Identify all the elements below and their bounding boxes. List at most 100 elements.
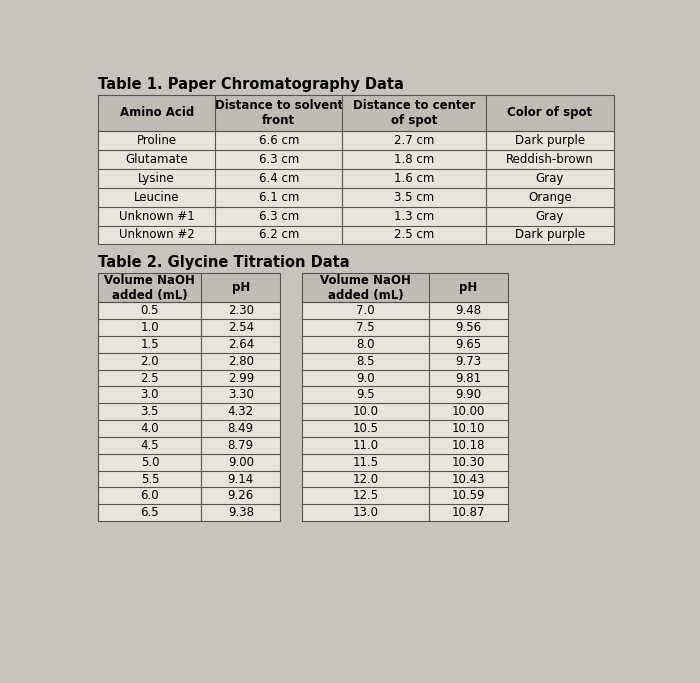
Text: 1.0: 1.0 — [141, 321, 159, 334]
Text: 6.1 cm: 6.1 cm — [258, 191, 299, 204]
FancyBboxPatch shape — [215, 95, 342, 131]
FancyBboxPatch shape — [342, 188, 486, 206]
Text: 9.0: 9.0 — [356, 372, 374, 385]
Text: 2.5: 2.5 — [141, 372, 159, 385]
FancyBboxPatch shape — [302, 319, 429, 336]
FancyBboxPatch shape — [429, 504, 508, 521]
Text: Amino Acid: Amino Acid — [120, 107, 194, 120]
FancyBboxPatch shape — [98, 370, 202, 387]
Text: 9.38: 9.38 — [228, 506, 254, 519]
FancyBboxPatch shape — [215, 169, 342, 188]
Text: 5.5: 5.5 — [141, 473, 159, 486]
Text: 10.18: 10.18 — [452, 439, 485, 452]
FancyBboxPatch shape — [302, 273, 429, 303]
Text: 3.0: 3.0 — [141, 389, 159, 402]
Text: 7.5: 7.5 — [356, 321, 374, 334]
FancyBboxPatch shape — [342, 169, 486, 188]
Text: 6.4 cm: 6.4 cm — [258, 171, 299, 184]
FancyBboxPatch shape — [429, 370, 508, 387]
FancyBboxPatch shape — [98, 303, 202, 319]
FancyBboxPatch shape — [98, 454, 202, 471]
FancyBboxPatch shape — [202, 387, 280, 403]
FancyBboxPatch shape — [342, 95, 486, 131]
Text: Reddish-brown: Reddish-brown — [506, 153, 594, 166]
FancyBboxPatch shape — [98, 169, 215, 188]
FancyBboxPatch shape — [202, 403, 280, 420]
FancyBboxPatch shape — [342, 225, 486, 245]
FancyBboxPatch shape — [202, 336, 280, 353]
Text: 12.5: 12.5 — [353, 489, 379, 503]
FancyBboxPatch shape — [98, 437, 202, 454]
Text: 9.00: 9.00 — [228, 456, 254, 469]
Text: 2.5 cm: 2.5 cm — [394, 229, 435, 242]
Text: 10.0: 10.0 — [353, 405, 379, 418]
FancyBboxPatch shape — [429, 353, 508, 370]
FancyBboxPatch shape — [486, 150, 614, 169]
Text: 6.2 cm: 6.2 cm — [258, 229, 299, 242]
FancyBboxPatch shape — [486, 169, 614, 188]
Text: 8.79: 8.79 — [228, 439, 254, 452]
Text: 10.5: 10.5 — [353, 422, 379, 435]
FancyBboxPatch shape — [429, 319, 508, 336]
FancyBboxPatch shape — [98, 420, 202, 437]
FancyBboxPatch shape — [302, 420, 429, 437]
FancyBboxPatch shape — [429, 336, 508, 353]
FancyBboxPatch shape — [342, 206, 486, 225]
FancyBboxPatch shape — [98, 504, 202, 521]
Text: Gray: Gray — [536, 171, 564, 184]
FancyBboxPatch shape — [202, 504, 280, 521]
FancyBboxPatch shape — [202, 273, 280, 303]
FancyBboxPatch shape — [215, 225, 342, 245]
FancyBboxPatch shape — [98, 188, 215, 206]
FancyBboxPatch shape — [429, 420, 508, 437]
Text: Glutamate: Glutamate — [125, 153, 188, 166]
FancyBboxPatch shape — [486, 95, 614, 131]
FancyBboxPatch shape — [429, 303, 508, 319]
Text: 11.5: 11.5 — [353, 456, 379, 469]
Text: Gray: Gray — [536, 210, 564, 223]
Text: 1.5: 1.5 — [141, 338, 159, 351]
Text: 10.10: 10.10 — [452, 422, 485, 435]
Text: Distance to solvent
front: Distance to solvent front — [215, 99, 343, 127]
FancyBboxPatch shape — [429, 437, 508, 454]
Text: 2.99: 2.99 — [228, 372, 254, 385]
Text: 10.87: 10.87 — [452, 506, 485, 519]
FancyBboxPatch shape — [202, 471, 280, 488]
Text: 6.3 cm: 6.3 cm — [258, 153, 299, 166]
Text: 9.56: 9.56 — [456, 321, 482, 334]
FancyBboxPatch shape — [98, 471, 202, 488]
Text: 8.49: 8.49 — [228, 422, 254, 435]
Text: 9.65: 9.65 — [456, 338, 482, 351]
Text: 9.90: 9.90 — [456, 389, 482, 402]
FancyBboxPatch shape — [98, 206, 215, 225]
Text: 8.5: 8.5 — [356, 354, 374, 367]
FancyBboxPatch shape — [486, 131, 614, 150]
Text: 13.0: 13.0 — [353, 506, 379, 519]
Text: 2.64: 2.64 — [228, 338, 254, 351]
FancyBboxPatch shape — [302, 353, 429, 370]
FancyBboxPatch shape — [486, 206, 614, 225]
Text: 6.0: 6.0 — [141, 489, 159, 503]
Text: 1.3 cm: 1.3 cm — [394, 210, 435, 223]
FancyBboxPatch shape — [98, 336, 202, 353]
FancyBboxPatch shape — [202, 319, 280, 336]
Text: 0.5: 0.5 — [141, 304, 159, 317]
FancyBboxPatch shape — [202, 437, 280, 454]
Text: 9.5: 9.5 — [356, 389, 374, 402]
FancyBboxPatch shape — [429, 403, 508, 420]
Text: 4.5: 4.5 — [141, 439, 159, 452]
Text: 10.00: 10.00 — [452, 405, 485, 418]
Text: Lysine: Lysine — [139, 171, 175, 184]
Text: 10.59: 10.59 — [452, 489, 485, 503]
Text: Color of spot: Color of spot — [508, 107, 592, 120]
Text: 2.54: 2.54 — [228, 321, 254, 334]
FancyBboxPatch shape — [429, 454, 508, 471]
Text: 4.32: 4.32 — [228, 405, 254, 418]
Text: 2.80: 2.80 — [228, 354, 254, 367]
FancyBboxPatch shape — [302, 454, 429, 471]
Text: 6.6 cm: 6.6 cm — [258, 134, 299, 147]
Text: Distance to center
of spot: Distance to center of spot — [353, 99, 475, 127]
FancyBboxPatch shape — [98, 353, 202, 370]
Text: 10.43: 10.43 — [452, 473, 485, 486]
Text: 9.48: 9.48 — [456, 304, 482, 317]
